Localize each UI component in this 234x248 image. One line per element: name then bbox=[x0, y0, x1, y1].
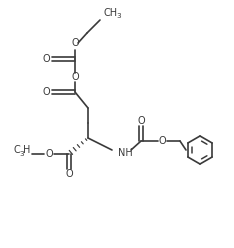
Text: O: O bbox=[42, 54, 50, 64]
Text: O: O bbox=[158, 136, 166, 146]
Text: O: O bbox=[71, 38, 79, 48]
Text: O: O bbox=[137, 116, 145, 126]
Text: O: O bbox=[71, 72, 79, 82]
Text: 3: 3 bbox=[19, 151, 24, 157]
Text: NH: NH bbox=[118, 148, 133, 158]
Text: O: O bbox=[42, 87, 50, 97]
Text: H: H bbox=[23, 145, 30, 155]
Text: CH: CH bbox=[103, 8, 117, 18]
Text: O: O bbox=[65, 169, 73, 179]
Text: C: C bbox=[13, 145, 20, 155]
Text: O: O bbox=[45, 149, 53, 159]
Text: 3: 3 bbox=[116, 13, 121, 19]
